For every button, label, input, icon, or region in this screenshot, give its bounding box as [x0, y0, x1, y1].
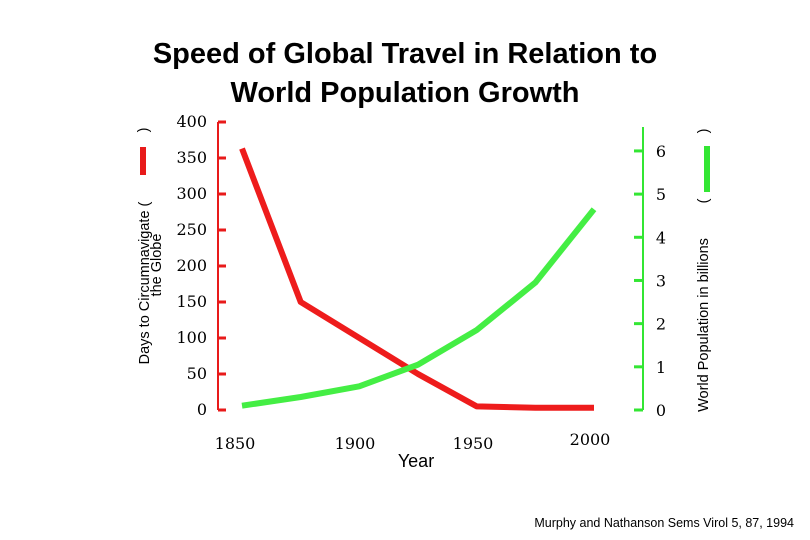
x-axis: 1850 1900 1950 2000 [215, 430, 611, 453]
right-y-axis: 0 1 2 3 4 5 6 [634, 127, 666, 420]
right-axis-tick-label: 4 [656, 228, 666, 247]
x-axis-tick-label: 1850 [215, 434, 256, 453]
right-axis-paren-open: ( [696, 198, 712, 203]
chart-title-line-2: World Population Growth [230, 77, 579, 109]
x-axis-label: Year [398, 451, 434, 471]
right-axis-tick-label: 6 [656, 142, 666, 161]
left-axis-tick-label: 200 [176, 256, 207, 275]
left-axis-tick-label: 250 [176, 220, 207, 239]
x-axis-tick-label: 2000 [570, 430, 611, 449]
left-axis-label-line-1: Days to Circumnavigate ( [137, 201, 153, 364]
left-axis-title: Days to Circumnavigate ( the Globe ) [136, 128, 165, 365]
chart-title-line-1: Speed of Global Travel in Relation to [153, 38, 657, 70]
population-series-line [241, 207, 597, 409]
right-axis-tick-label: 0 [656, 401, 666, 420]
right-axis-tick-label: 3 [656, 271, 666, 290]
left-axis-label-line-2: the Globe [149, 234, 165, 297]
right-axis-tick-label: 5 [656, 185, 666, 204]
left-axis-tick-label: 50 [187, 364, 207, 383]
right-axis-paren-close: ) [696, 129, 712, 134]
source-citation: Murphy and Nathanson Sems Virol 5, 87, 1… [534, 516, 794, 530]
left-axis-tick-label: 0 [197, 400, 207, 419]
right-axis-label: World Population in billions [696, 238, 712, 412]
left-axis-tick-label: 400 [176, 112, 207, 131]
series-layer [239, 147, 597, 411]
x-axis-tick-label: 1950 [453, 434, 494, 453]
left-axis-paren-close: ) [136, 128, 152, 133]
left-axis-tick-label: 100 [176, 328, 207, 347]
left-axis-tick-label: 150 [176, 292, 207, 311]
right-axis-tick-label: 2 [656, 315, 666, 334]
left-axis-tick-label: 350 [176, 148, 207, 167]
right-axis-title: World Population in billions ( ) [696, 129, 712, 412]
left-y-axis: 0 50 100 150 200 250 300 350 400 [176, 112, 226, 419]
left-axis-tick-label: 300 [176, 184, 207, 203]
circumnavigation-series-line [239, 147, 594, 411]
right-axis-tick-label: 1 [656, 358, 666, 377]
x-axis-tick-label: 1900 [335, 434, 376, 453]
